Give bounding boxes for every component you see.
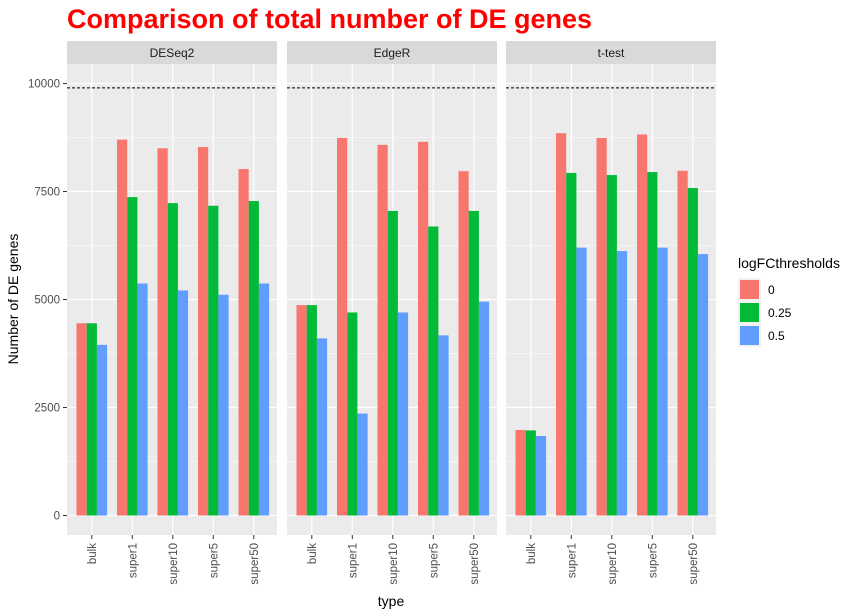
- bar-t-test-super50-0-25: [687, 188, 698, 516]
- bar-t-test-super5-0: [637, 134, 648, 516]
- bar-edger-super10-0-5: [397, 312, 409, 516]
- legend-swatch-0-5: [740, 326, 759, 345]
- facet-strip: [287, 41, 497, 64]
- bar-edger-super1-0-5: [357, 413, 368, 516]
- bar-edger-super5-0-5: [438, 335, 449, 516]
- x-tick-label: bulk: [87, 543, 99, 564]
- facet-strip: [506, 41, 716, 64]
- bar-edger-super5-0: [418, 141, 429, 516]
- bar-edger-super50-0: [458, 171, 469, 516]
- x-tick-label: super5: [428, 543, 440, 578]
- x-tick-label: super50: [469, 543, 481, 585]
- x-tick-label: super10: [388, 543, 400, 585]
- bar-deseq2-super50-0: [238, 169, 249, 516]
- x-tick-label: bulk: [307, 543, 319, 564]
- bar-t-test-super1-0-5: [576, 247, 587, 516]
- legend-label: 0.25: [768, 306, 792, 320]
- facet-strip: [67, 41, 277, 64]
- bar-deseq2-bulk-0-25: [86, 323, 97, 516]
- bar-edger-super1-0: [337, 137, 348, 516]
- y-axis: 0 2500 5000 7500 10000: [28, 79, 67, 523]
- bar-deseq2-bulk-0-5: [96, 344, 108, 516]
- bar-deseq2-bulk-0: [76, 323, 87, 516]
- x-tick-label: super1: [347, 543, 359, 578]
- bar-deseq2-super5-0-25: [208, 205, 219, 516]
- legend-label: 0: [768, 283, 775, 297]
- bar-t-test-super10-0-5: [616, 251, 628, 516]
- bar-edger-super5-0-25: [428, 226, 439, 516]
- bar-deseq2-super10-0: [157, 148, 168, 516]
- legend-swatch-0-25: [740, 303, 759, 322]
- x-tick-label: super50: [249, 543, 261, 585]
- bar-edger-super1-0-25: [347, 312, 358, 516]
- bar-deseq2-super50-0-5: [258, 283, 270, 516]
- x-tick-label: super10: [168, 543, 180, 585]
- bar-deseq2-super10-0-5: [177, 290, 189, 516]
- bar-t-test-super5-0-25: [647, 172, 658, 516]
- bar-t-test-super1-0: [556, 133, 567, 516]
- facet-strip-label: EdgeR: [374, 46, 411, 60]
- legend-label: 0.5: [768, 329, 785, 343]
- y-tick-label: 7500: [34, 187, 60, 199]
- x-tick-label: super50: [688, 543, 700, 585]
- bar-deseq2-super50-0-25: [248, 201, 259, 516]
- bar-edger-bulk-0-5: [316, 338, 328, 516]
- bar-t-test-super50-0: [677, 170, 688, 516]
- facet-strip-label: DESeq2: [150, 46, 195, 60]
- x-tick-label: bulk: [526, 543, 538, 564]
- x-tick-label: super5: [208, 543, 220, 578]
- facet-strip-label: t-test: [598, 46, 625, 60]
- y-tick-label: 5000: [34, 295, 60, 307]
- bar-edger-super10-0: [377, 144, 388, 516]
- bar-t-test-super5-0-5: [657, 247, 668, 516]
- bar-deseq2-super1-0-25: [127, 197, 138, 516]
- bar-t-test-super1-0-25: [566, 172, 577, 516]
- legend-swatch-0: [740, 280, 759, 299]
- bar-deseq2-super10-0-25: [167, 203, 178, 516]
- x-tick-label: super5: [647, 543, 659, 578]
- y-tick-label: 0: [54, 511, 60, 523]
- legend: logFCthresholds 0 0.25 0.5: [738, 255, 840, 347]
- legend-title: logFCthresholds: [738, 255, 840, 271]
- bar-t-test-super10-0-25: [606, 175, 617, 516]
- bar-t-test-bulk-0-5: [535, 436, 547, 516]
- chart-title: Comparison of total number of DE genes: [67, 4, 592, 34]
- bar-deseq2-super5-0: [198, 147, 209, 516]
- bar-t-test-bulk-0: [515, 429, 526, 516]
- y-axis-title: Number of DE genes: [5, 234, 21, 365]
- bar-edger-bulk-0: [296, 305, 307, 516]
- bar-deseq2-super1-0-5: [137, 283, 148, 516]
- facet-edger: EdgeR bulk super1 super10 super5 super50: [287, 41, 497, 585]
- x-tick-label: super10: [607, 543, 619, 585]
- y-tick-label: 2500: [34, 403, 60, 415]
- bar-edger-super10-0-25: [387, 210, 398, 516]
- facet-t-test: t-test bulk super1 super10 super5 super50: [506, 41, 716, 585]
- x-axis-title: type: [378, 593, 405, 609]
- bar-deseq2-super1-0: [117, 139, 128, 516]
- facet-deseq2: DESeq2 bulk super1 super10 super5 super50: [67, 41, 277, 585]
- bar-edger-super50-0-5: [478, 301, 490, 516]
- bar-deseq2-super5-0-5: [218, 294, 229, 516]
- bar-t-test-super10-0: [596, 137, 607, 516]
- bar-edger-bulk-0-25: [306, 305, 317, 516]
- x-tick-label: super1: [566, 543, 578, 578]
- bar-edger-super50-0-25: [468, 210, 479, 516]
- bar-t-test-super50-0-5: [697, 254, 709, 516]
- bar-t-test-bulk-0-25: [525, 430, 536, 516]
- x-tick-label: super1: [127, 543, 139, 578]
- y-tick-label: 10000: [28, 79, 60, 91]
